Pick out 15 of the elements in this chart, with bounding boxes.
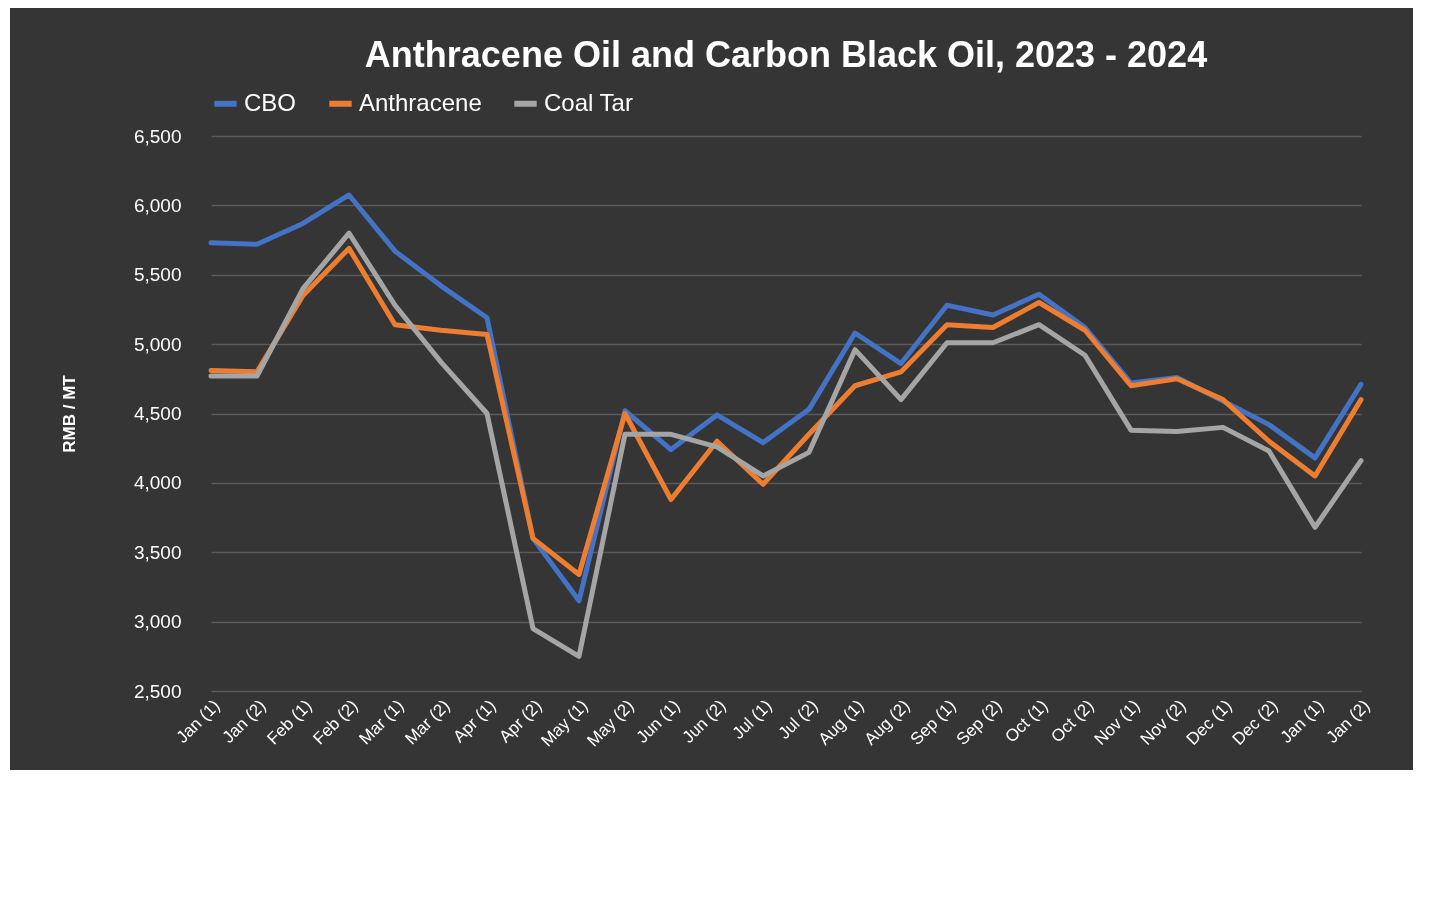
y-tick-label: 4,500	[133, 403, 182, 424]
legend-label: Coal Tar	[544, 88, 633, 116]
legend-label: Anthracene	[359, 88, 482, 116]
y-tick-label: 4,000	[133, 472, 182, 494]
x-tick-label: Jul (1)	[728, 696, 776, 743]
y-axis-title: RMB / MT	[59, 374, 79, 453]
chart-title: Anthracene Oil and Carbon Black Oil, 2023 - 2024	[364, 34, 1208, 75]
legend-label: CBO	[244, 88, 297, 116]
y-tick-label: 2,500	[133, 680, 182, 702]
y-tick-label: 3,500	[133, 541, 182, 563]
y-tick-label: 6,500	[133, 125, 182, 147]
y-tick-label: 5,500	[133, 264, 182, 286]
y-tick-label: 3,000	[133, 611, 182, 633]
y-tick-label: 6,000	[133, 194, 182, 216]
y-tick-label: 5,000	[133, 333, 182, 355]
